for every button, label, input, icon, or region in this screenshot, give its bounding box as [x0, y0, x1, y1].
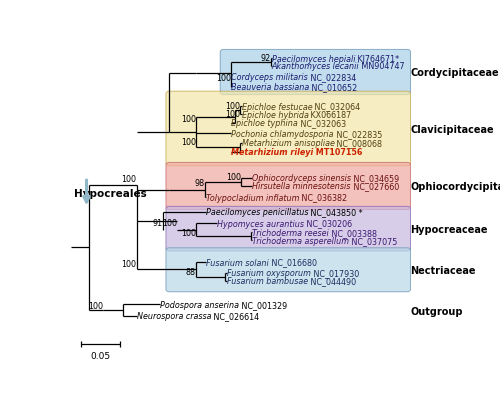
Text: Hypocreales: Hypocreales — [74, 188, 147, 198]
Text: 100: 100 — [225, 101, 240, 111]
Text: Metarhizium rileyi: Metarhizium rileyi — [231, 148, 314, 157]
Text: Trichoderma reesei: Trichoderma reesei — [252, 228, 329, 237]
Text: Neurospora crassa: Neurospora crassa — [137, 312, 212, 321]
Text: 100: 100 — [88, 301, 103, 310]
Text: NC_001329: NC_001329 — [239, 300, 288, 309]
Text: NC_030206: NC_030206 — [304, 219, 352, 228]
Text: 100: 100 — [121, 174, 136, 183]
Text: 100: 100 — [181, 228, 196, 237]
Text: NC_003388: NC_003388 — [329, 228, 377, 237]
Text: NC_022834: NC_022834 — [308, 73, 356, 82]
Text: NC_010652: NC_010652 — [310, 83, 358, 92]
Text: 100: 100 — [181, 115, 196, 124]
Text: NC_017930: NC_017930 — [310, 268, 359, 277]
Text: Hypocreaceae: Hypocreaceae — [410, 224, 488, 234]
Text: Fusarium bambusae: Fusarium bambusae — [227, 276, 308, 286]
Text: NC_027660: NC_027660 — [351, 182, 399, 191]
Text: Paecilomyces hepiali: Paecilomyces hepiali — [272, 55, 355, 64]
Text: NC_037075: NC_037075 — [350, 236, 398, 245]
Text: KJ764671*: KJ764671* — [355, 55, 400, 64]
Text: Outgroup: Outgroup — [410, 306, 463, 316]
Text: Ophiocordyceps sinensis: Ophiocordyceps sinensis — [252, 174, 352, 183]
Text: Hirsutella minnesotensis: Hirsutella minnesotensis — [252, 182, 351, 191]
Text: Podospora anserina: Podospora anserina — [160, 300, 239, 309]
Text: Tolypocladium inflatum: Tolypocladium inflatum — [206, 193, 299, 202]
Text: Epichloe festucae: Epichloe festucae — [242, 102, 312, 111]
Text: Pochonia chlamydosporia: Pochonia chlamydosporia — [231, 130, 334, 138]
Text: 100: 100 — [181, 138, 196, 147]
Text: 0.05: 0.05 — [90, 351, 110, 360]
Text: NC_032064: NC_032064 — [312, 102, 360, 111]
Text: KX066187: KX066187 — [308, 110, 352, 119]
Text: Epichloe hybrida: Epichloe hybrida — [242, 110, 308, 119]
Text: 91: 91 — [152, 218, 162, 227]
Text: NC_036382: NC_036382 — [299, 193, 348, 202]
Text: Hypomyces aurantius: Hypomyces aurantius — [216, 219, 304, 228]
Text: 98: 98 — [195, 179, 205, 188]
Text: NC_032063: NC_032063 — [298, 119, 346, 128]
Text: Ophiocordycipitaceae: Ophiocordycipitaceae — [410, 182, 500, 191]
Text: 88: 88 — [186, 267, 196, 276]
FancyBboxPatch shape — [166, 163, 410, 210]
Text: Cordyceps militaris: Cordyceps militaris — [231, 73, 308, 82]
Text: NC_034659: NC_034659 — [352, 174, 400, 183]
FancyBboxPatch shape — [166, 92, 410, 166]
Text: Metarhizium anisopliae: Metarhizium anisopliae — [242, 139, 334, 148]
Text: NC_008068: NC_008068 — [334, 139, 382, 148]
FancyBboxPatch shape — [166, 207, 410, 251]
Text: Nectriaceae: Nectriaceae — [410, 265, 476, 275]
Text: 100: 100 — [121, 259, 136, 268]
FancyBboxPatch shape — [220, 50, 410, 95]
Text: Fusarium oxysporum: Fusarium oxysporum — [227, 268, 310, 277]
Text: Trichoderma asperellum: Trichoderma asperellum — [252, 236, 350, 245]
Text: NC_026614: NC_026614 — [212, 312, 260, 321]
Text: NC_022835: NC_022835 — [334, 130, 382, 138]
Text: MN904747: MN904747 — [360, 62, 405, 71]
Text: 92: 92 — [260, 54, 271, 63]
Text: Akanthomyces lecanii: Akanthomyces lecanii — [272, 62, 360, 71]
Text: NC_043850 *: NC_043850 * — [308, 208, 363, 217]
Text: NC_016680: NC_016680 — [268, 258, 316, 267]
Text: 100: 100 — [216, 74, 230, 83]
Text: 100: 100 — [226, 172, 241, 182]
Text: Cordycipitaceae: Cordycipitaceae — [410, 68, 499, 78]
Text: 100: 100 — [162, 219, 177, 228]
Text: NC_044490: NC_044490 — [308, 276, 356, 286]
Text: Beauveria bassiana: Beauveria bassiana — [231, 83, 310, 92]
Text: Fusarium solani: Fusarium solani — [206, 258, 268, 267]
Text: 100: 100 — [225, 110, 240, 119]
FancyBboxPatch shape — [166, 248, 410, 292]
Text: MT107156: MT107156 — [314, 148, 362, 157]
Text: Clavicipitaceae: Clavicipitaceae — [410, 124, 494, 134]
Text: Paecilomyces penicillatus: Paecilomyces penicillatus — [206, 208, 308, 217]
Text: Epichloe typhina: Epichloe typhina — [231, 119, 298, 128]
